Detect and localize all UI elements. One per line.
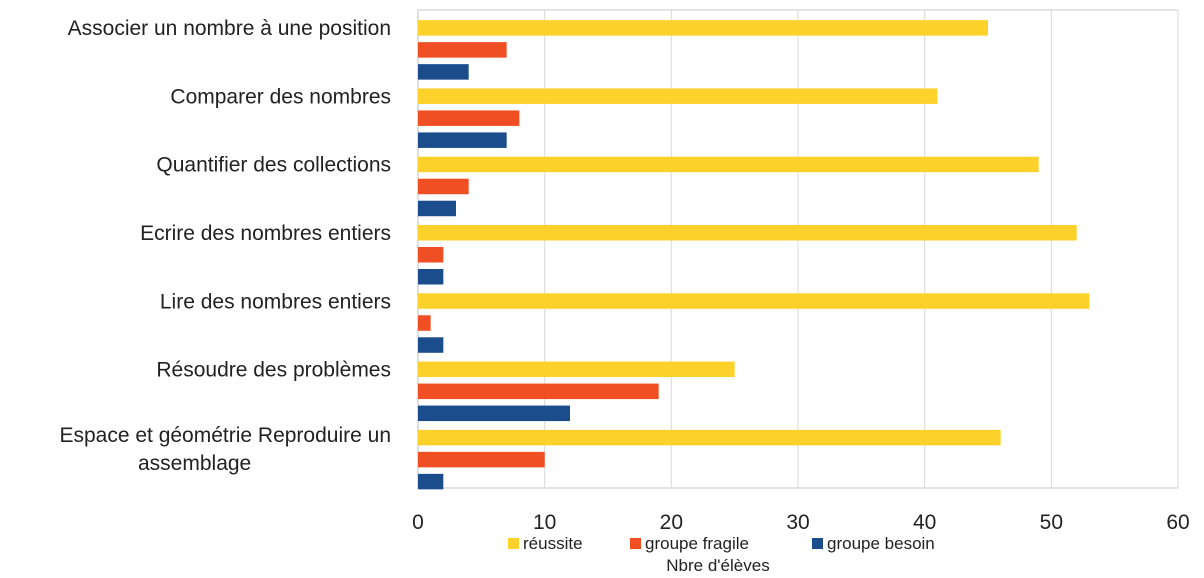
bar-groupe-besoin (418, 405, 570, 422)
legend-label: réussite (523, 534, 583, 553)
bar-groupe-fragile (418, 110, 520, 126)
category-label: Lire des nombres entiers (160, 290, 391, 313)
legend-swatch-groupe-fragile (630, 538, 641, 549)
legend-swatch-groupe-besoin (812, 538, 823, 549)
bar-groupe-besoin (418, 132, 507, 148)
category-label: Quantifier des collections (156, 154, 391, 177)
legend-swatch-réussite (508, 538, 519, 549)
bar-réussite (418, 225, 1077, 241)
x-axis-title: Nbre d'élèves (666, 556, 769, 575)
bar-réussite (418, 429, 1001, 446)
bar-réussite (418, 361, 735, 378)
bar-réussite (418, 88, 938, 104)
x-tick-label: 40 (913, 511, 936, 534)
category-label: Associer un nombre à une position (68, 17, 391, 40)
x-tick-labels: 0 10 20 30 40 50 60 (412, 511, 1190, 534)
category-labels: Associer un nombre à une position Compare… (59, 17, 391, 475)
x-tick-label: 10 (533, 511, 556, 534)
x-tick-label: 20 (660, 511, 683, 534)
bar-groupe-besoin (418, 269, 444, 285)
bar-groupe-besoin (418, 337, 444, 353)
bar-réussite (418, 293, 1090, 309)
x-tick-label: 60 (1166, 511, 1189, 534)
legend-label: groupe besoin (827, 534, 935, 553)
bars (418, 20, 1090, 490)
category-label: Résoudre des problèmes (156, 359, 391, 382)
bar-groupe-fragile (418, 42, 507, 58)
bar-groupe-besoin (418, 473, 444, 490)
category-label: Comparer des nombres (170, 85, 391, 108)
legend-label: groupe fragile (645, 534, 749, 553)
category-label: Espace et géométrie Reproduire un (59, 424, 391, 447)
x-tick-label: 30 (786, 511, 809, 534)
category-label: Ecrire des nombres entiers (140, 222, 391, 245)
bar-groupe-fragile (418, 247, 444, 263)
x-tick-label: 50 (1040, 511, 1063, 534)
bar-groupe-besoin (418, 64, 469, 80)
bar-groupe-fragile (418, 383, 659, 400)
bar-groupe-fragile (418, 178, 469, 195)
category-label: assemblage (138, 452, 251, 475)
x-tick-label: 0 (412, 511, 424, 534)
bar-groupe-besoin (418, 200, 456, 217)
bar-réussite (418, 20, 988, 36)
bar-groupe-fragile (418, 315, 431, 331)
bar-réussite (418, 156, 1039, 173)
bar-groupe-fragile (418, 451, 545, 468)
legend: réussite groupe fragile groupe besoin (508, 534, 935, 553)
